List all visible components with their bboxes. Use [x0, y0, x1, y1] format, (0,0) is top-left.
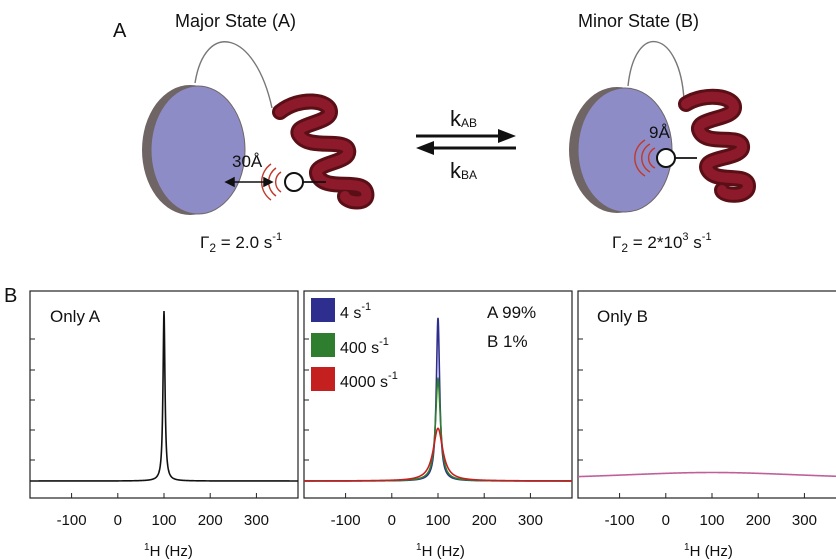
panel-b-label: B	[4, 285, 17, 307]
chart-only-a: -100 0 100 200 300 Only A 1H (Hz)	[29, 290, 299, 560]
major-state-molecule: 30Å	[142, 41, 375, 215]
rate-kab: kAB	[450, 106, 477, 131]
chart-xtick-marks	[345, 493, 531, 498]
minor-helix	[678, 88, 757, 203]
xtick-label: -100	[605, 512, 635, 529]
minor-linker	[627, 41, 685, 101]
xtick-label: 100	[425, 512, 450, 529]
chart-series	[30, 310, 298, 482]
major-helix	[272, 93, 375, 210]
chart-xtick-labels: -100 0 100 200 300	[331, 512, 543, 529]
xtick-label: 200	[198, 512, 223, 529]
panel-a-label: A	[113, 20, 127, 42]
series-line-0	[577, 471, 836, 478]
major-spin-label	[284, 172, 304, 192]
xtick-label: -100	[57, 512, 87, 529]
population-b-label: B 1%	[487, 332, 528, 351]
population-a-label: A 99%	[487, 303, 536, 322]
chart-xtick-marks	[619, 493, 805, 498]
panel-b: B -100 0 100 200 300 Only A 1H (Hz)	[4, 285, 836, 560]
legend-swatch-4000	[311, 367, 335, 391]
legend-swatch-400	[311, 333, 335, 357]
xtick-label: 0	[388, 512, 396, 529]
rate-kba: kBA	[450, 158, 477, 183]
distance-arrow	[224, 176, 274, 188]
xtick-label: 200	[472, 512, 497, 529]
legend-label-400: 400 s-1	[340, 336, 389, 357]
xtick-label: 300	[792, 512, 817, 529]
series-line-0	[30, 310, 298, 482]
major-domain	[150, 85, 246, 215]
major-distance-label: 30Å	[232, 152, 263, 171]
minor-state-title: Minor State (B)	[578, 11, 699, 31]
minor-state-molecule: 9Å	[569, 41, 757, 213]
chart-title: Only A	[50, 307, 101, 326]
chart-xtick-labels: -100 0 100 200 300	[57, 512, 269, 529]
chart-xtick-labels: -100 0 100 200 300	[605, 512, 817, 529]
xtick-label: 200	[746, 512, 771, 529]
legend-swatch-4	[311, 298, 335, 322]
legend-label-4000: 4000 s-1	[340, 370, 398, 391]
chart-title: Only B	[597, 307, 648, 326]
minor-radiation-arcs	[634, 139, 656, 177]
xtick-label: 300	[244, 512, 269, 529]
x-axis-label: 1H (Hz)	[144, 542, 193, 560]
xtick-label: 300	[518, 512, 543, 529]
panel-a: A Major State (A) Minor State (B)	[113, 11, 757, 255]
major-state-title: Major State (A)	[175, 11, 296, 31]
x-axis-label: 1H (Hz)	[416, 542, 465, 560]
legend: 4 s-1 400 s-1 4000 s-1	[311, 298, 398, 391]
series-line-1	[304, 376, 572, 482]
series-line-2	[304, 427, 572, 482]
chart-exchange: -100 0 100 200 300 4 s-1 400 s-1 4000 s-…	[303, 290, 573, 560]
xtick-label: 0	[662, 512, 670, 529]
xtick-label: 0	[114, 512, 122, 529]
xtick-label: -100	[331, 512, 361, 529]
chart-series	[304, 317, 572, 482]
chart-yticks	[304, 338, 309, 461]
chart-yticks	[30, 338, 35, 461]
exchange-arrows	[416, 129, 516, 155]
minor-spin-label	[656, 148, 676, 168]
x-axis-label: 1H (Hz)	[684, 542, 733, 560]
minor-domain	[577, 87, 673, 213]
major-linker	[194, 41, 273, 109]
chart-only-b: -100 0 100 200 300 Only B 1H (Hz)	[577, 290, 836, 560]
chart-series	[577, 471, 836, 478]
major-gamma: Γ2 = 2.0 s-1	[200, 231, 282, 255]
minor-distance-label: 9Å	[649, 123, 670, 142]
xtick-label: 100	[151, 512, 176, 529]
legend-label-4: 4 s-1	[340, 301, 371, 322]
chart-yticks	[578, 338, 583, 461]
chart-xtick-marks	[71, 493, 257, 498]
minor-gamma: Γ2 = 2*103 s-1	[612, 231, 712, 255]
xtick-label: 100	[699, 512, 724, 529]
